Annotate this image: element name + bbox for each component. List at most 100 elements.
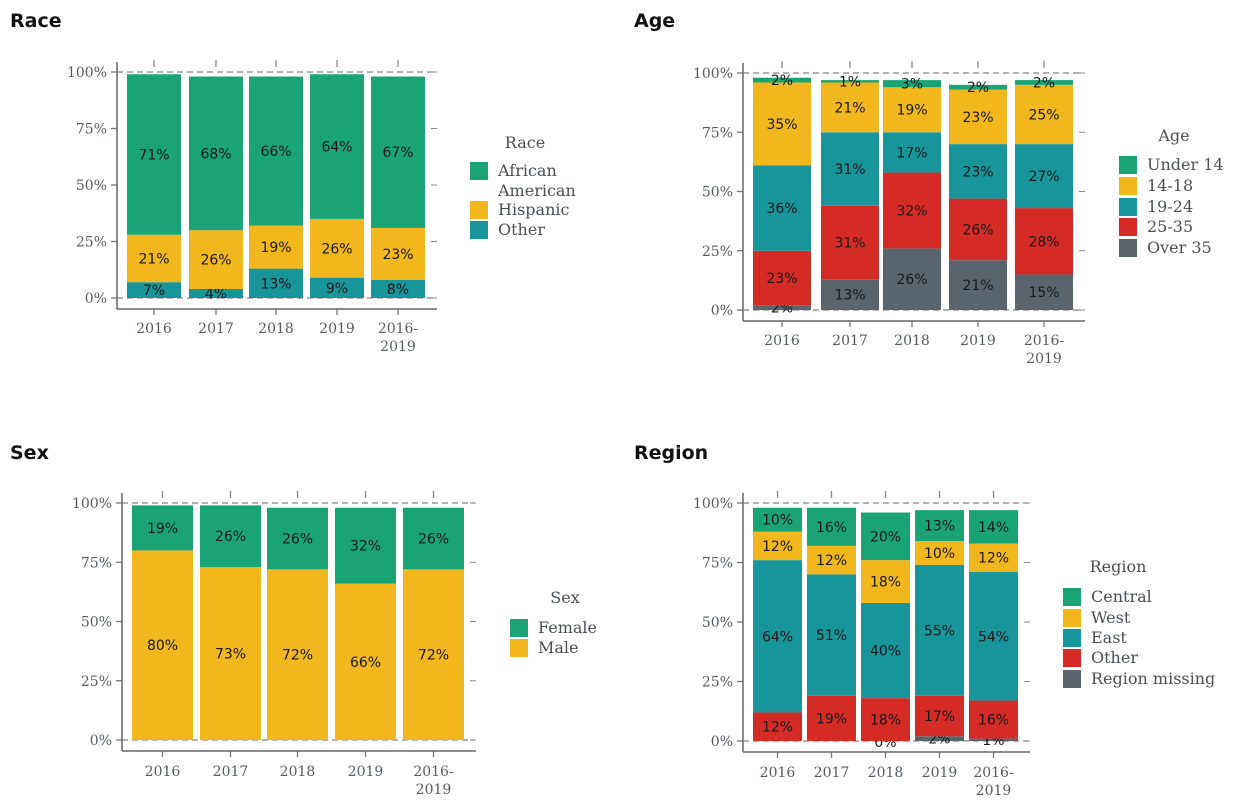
bar-segment-east [969,572,1018,701]
bar-segment-african-american [127,74,181,235]
legend-label: African [497,161,557,180]
bar-sex-2019: 66% 32% [335,507,396,740]
data-label: 35% [766,117,797,133]
x-tick-label: 2019 [976,783,1012,799]
bar-segment-14-18 [753,82,811,166]
legend-swatch [1063,588,1081,606]
y-tick-label: 50% [702,615,733,631]
legend-swatch [1063,670,1081,688]
x-tick-label: 2016 [760,765,796,781]
bar-race-2016-2019: 8% 23% 67% [371,76,425,298]
bar-sex-2016-2019: 72% 26% [403,507,464,740]
data-label: 72% [282,648,313,664]
x-tick-label: 2016- [413,764,454,780]
legend-swatch [1119,218,1137,236]
y-tick-label: 100% [72,496,112,512]
legend-label: Under 14 [1147,155,1224,174]
bar-race-2016: 7% 21% 71% [127,74,181,299]
bar-segment-14-18 [883,87,941,133]
data-label: 18% [870,713,901,729]
x-tick-label: 2019 [960,333,996,349]
bar-segment-under-14 [753,77,811,83]
bar-segment-other [249,268,303,298]
sex-chart: 0% 25% 50% 75% 100% 80% 19% 2016 73% 26% 2017 72% 26… [72,491,597,798]
x-tick-label: 2018 [868,765,904,781]
x-tick-label: 2016 [145,764,181,780]
x-tick-label: 2018 [894,333,930,349]
bar-region-2019: 2%17%55%10%13% [915,510,964,748]
legend-title: Age [1157,126,1189,145]
bar-segment-female [200,505,261,567]
legend-label: 25-35 [1147,217,1193,236]
data-label: 10% [762,513,793,529]
data-label: 12% [978,551,1009,567]
legend-label: Other [498,220,545,239]
legend-swatch [1119,198,1137,216]
y-tick-label: 25% [76,235,107,251]
race-chart: 0% 25% 50% 75% 100% 7% 21% 71% 2016 4% 26% 68% 2017 1… [67,60,576,355]
legend-label: Male [538,638,579,657]
bar-segment-other [969,700,1018,739]
data-label: 55% [924,623,955,639]
data-label: 73% [215,646,246,662]
bar-segment-25-35 [1015,208,1073,275]
legend-title: Region [1090,557,1147,576]
bar-segment-over-35 [949,260,1007,310]
data-label: 26% [200,253,231,269]
bar-segment-east [915,564,964,696]
x-tick-label: 2019 [416,782,452,798]
bar-region-2016: 12% 64% 12% 10% [753,507,802,741]
y-tick-label: 75% [81,555,112,571]
legend-label: American [497,181,576,200]
bar-segment-other [189,288,243,298]
bar-segment-east [753,560,802,713]
sex-panel-title: Sex [10,442,49,464]
data-label: 31% [834,162,865,178]
bar-segment-central [969,510,1018,544]
data-label: 26% [896,272,927,288]
x-tick-label: 2019 [1026,351,1062,367]
legend-label: Central [1091,587,1152,606]
data-label: 13% [834,288,865,304]
bar-segment-central [807,507,856,546]
data-label: 80% [147,638,178,654]
age-chart: 0% 25% 50% 75% 100% 2% 23% 36% 35% 2% 2016 13% 31% 31… [693,61,1224,367]
y-tick-label: 0% [711,734,733,750]
bar-segment-under-14 [949,84,1007,90]
data-label: 15% [1028,285,1059,301]
legend-swatch [510,619,528,637]
data-label: 25% [1028,107,1059,123]
data-label: 10% [924,546,955,562]
data-label: 23% [962,164,993,180]
x-tick-label: 2016- [1024,333,1065,349]
bar-segment-west [861,560,910,603]
data-label: 2% [1033,75,1055,91]
data-label: 18% [870,575,901,591]
bar-segment-hispanic [249,225,303,269]
legend-swatch [1063,609,1081,627]
data-label: 7% [143,283,165,299]
bar-segment-19-24 [949,144,1007,199]
data-label: 16% [978,713,1009,729]
data-label: 72% [418,648,449,664]
data-label: 32% [350,539,381,555]
bar-segment-under-14 [883,80,941,88]
data-label: 12% [762,720,793,736]
bar-segment-region-missing [915,736,964,741]
x-tick-label: 2017 [832,333,868,349]
bar-segment-14-18 [1015,84,1073,145]
bar-region-2017: 19% 51% 12% 16% [807,507,856,741]
bar-segment-over-35 [883,248,941,310]
bar-age-2018: 26% 32% 17% 19% 3% [883,77,941,310]
y-tick-label: 100% [67,65,107,81]
data-label: 64% [762,629,793,645]
x-tick-label: 2018 [258,321,294,337]
bar-race-2017: 4% 26% 68% [189,76,243,302]
legend-label: Female [538,618,597,637]
bar-segment-under-14 [821,80,879,83]
data-label: 17% [896,145,927,161]
y-tick-label: 0% [90,733,112,749]
y-tick-label: 50% [81,615,112,631]
data-label: 13% [260,276,291,292]
